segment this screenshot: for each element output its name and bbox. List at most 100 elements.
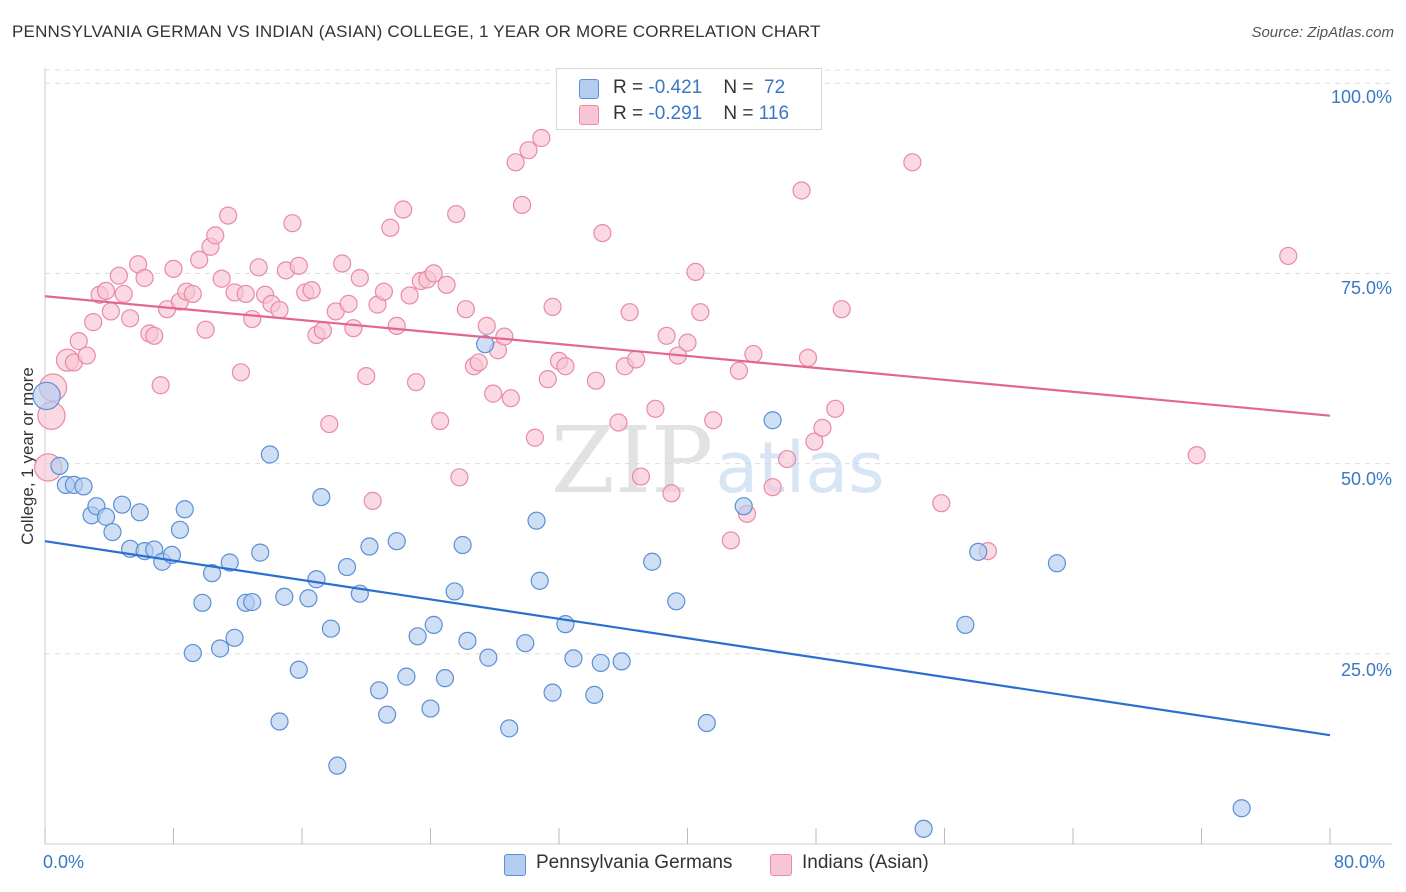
data-point — [121, 309, 140, 328]
data-point — [932, 494, 951, 513]
data-point — [421, 699, 440, 718]
blue-swatch — [504, 854, 526, 876]
data-point — [344, 319, 363, 338]
y-tick-label-25: 25.0% — [1340, 660, 1392, 680]
data-point — [190, 250, 209, 269]
data-point — [270, 712, 289, 731]
data-point — [236, 284, 255, 304]
data-point — [84, 313, 103, 332]
data-point — [729, 361, 749, 380]
data-point — [313, 321, 332, 340]
data-point — [1232, 799, 1251, 818]
data-point — [289, 660, 308, 679]
correlation-legend: R = -0.421 N = 72 R = -0.291 N = 116 — [556, 68, 822, 130]
y-tick-label-100: 100.0% — [1330, 87, 1392, 107]
data-point — [350, 268, 369, 288]
data-point — [243, 309, 262, 329]
data-point — [431, 411, 450, 431]
data-point — [556, 357, 575, 376]
data-point — [805, 432, 824, 451]
data-point — [307, 570, 326, 589]
data-point — [456, 300, 475, 319]
n-value: 72 — [764, 77, 786, 98]
data-point — [96, 281, 116, 301]
data-point — [130, 503, 149, 522]
data-point — [381, 218, 400, 237]
data-point — [626, 350, 646, 369]
r-label: R = — [613, 103, 649, 124]
data-point — [956, 615, 975, 634]
data-point — [333, 254, 352, 273]
data-point — [458, 631, 477, 650]
data-point — [387, 532, 406, 551]
data-point — [477, 316, 496, 336]
data-point — [387, 316, 406, 336]
data-point — [270, 300, 289, 320]
data-point — [744, 344, 763, 364]
data-point — [328, 756, 347, 775]
data-point — [74, 477, 93, 496]
data-point — [643, 552, 662, 571]
data-point — [220, 553, 239, 572]
data-point — [530, 571, 549, 590]
data-point — [1187, 446, 1206, 465]
data-point — [527, 511, 546, 530]
data-point — [424, 264, 443, 283]
data-point — [145, 326, 164, 345]
data-point — [620, 303, 639, 322]
data-point — [249, 258, 268, 277]
data-point — [170, 520, 190, 539]
data-point — [275, 587, 294, 606]
data-point — [435, 669, 455, 688]
legend-stats: R = -0.421 N = 72 — [613, 77, 785, 99]
data-point — [678, 333, 697, 352]
data-point — [77, 346, 96, 365]
data-point — [585, 685, 604, 704]
r-value: -0.421 — [648, 77, 703, 98]
data-point — [360, 537, 379, 556]
data-point — [101, 302, 120, 321]
grid-layer — [45, 69, 1392, 655]
data-point — [686, 262, 705, 281]
data-point — [337, 557, 357, 577]
data-point — [532, 128, 551, 148]
data-point — [206, 226, 225, 245]
data-point — [586, 371, 606, 390]
n-label: N = — [723, 103, 759, 124]
data-point — [424, 615, 443, 634]
data-point — [183, 284, 202, 304]
data-point — [312, 487, 331, 507]
series-pennsylvania-germans — [32, 335, 1251, 838]
data-point — [512, 195, 532, 215]
data-point — [320, 414, 339, 434]
data-point — [826, 399, 845, 418]
data-point — [1047, 554, 1067, 573]
data-point — [299, 589, 318, 608]
data-point — [32, 381, 61, 411]
data-point — [260, 445, 279, 464]
legend-label: Pennsylvania Germans — [536, 852, 733, 873]
data-point — [103, 522, 122, 542]
trend-line-blue — [44, 540, 1331, 737]
data-point — [914, 819, 933, 838]
data-point — [798, 348, 818, 367]
data-point — [202, 564, 222, 583]
legend-label: Indians (Asian) — [802, 852, 929, 873]
watermark-zip: ZIP — [551, 407, 713, 514]
data-point — [612, 652, 631, 671]
watermark: ZIP atlas — [551, 407, 885, 514]
data-point — [50, 456, 69, 475]
data-point — [777, 449, 797, 469]
data-point — [697, 713, 716, 733]
data-point — [112, 495, 132, 514]
series-indians-asian — [34, 128, 1298, 561]
data-point — [96, 507, 116, 526]
data-point — [593, 223, 612, 243]
data-point — [408, 627, 427, 646]
data-point — [506, 153, 525, 172]
data-point — [609, 413, 628, 432]
data-point — [321, 619, 341, 638]
data-point — [543, 683, 562, 702]
data-point — [183, 643, 202, 663]
x-tick-label-max: 80.0% — [1334, 852, 1386, 872]
